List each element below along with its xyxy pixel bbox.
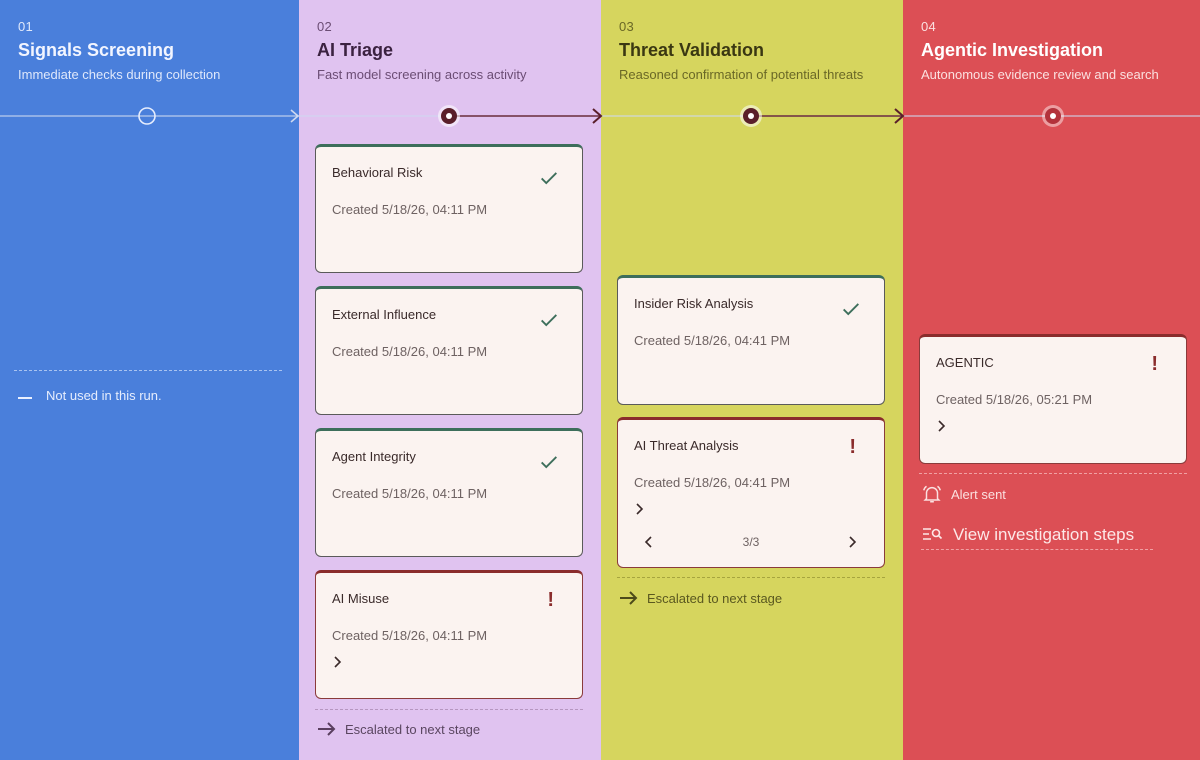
escalated-label: Escalated to next stage <box>345 721 481 737</box>
not-used-note: Not used in this run. <box>46 388 162 403</box>
check-icon <box>541 172 557 185</box>
result-card-insider-risk[interactable]: Insider Risk Analysis Created 5/18/26, 0… <box>617 275 885 405</box>
stage-subtitle: Immediate checks during collection <box>18 67 221 82</box>
view-investigation-steps-button[interactable]: View investigation steps <box>921 520 1153 550</box>
card-created: Created 5/18/26, 04:11 PM <box>332 344 488 359</box>
divider <box>617 577 885 578</box>
chevron-right-icon[interactable] <box>936 419 948 433</box>
card-title: Insider Risk Analysis <box>634 296 754 311</box>
result-card-external-influence[interactable]: External Influence Created 5/18/26, 04:1… <box>315 286 583 415</box>
chevron-right-icon[interactable] <box>332 655 344 669</box>
card-title: AGENTIC <box>936 355 994 370</box>
card-created: Created 5/18/26, 04:11 PM <box>332 628 488 643</box>
escalated-indicator: Escalated to next stage <box>317 720 480 738</box>
stage-subtitle: Fast model screening across activity <box>317 67 527 82</box>
card-title: AI Threat Analysis <box>634 438 739 453</box>
check-icon <box>541 456 557 469</box>
divider <box>14 370 282 371</box>
stage-agentic-investigation: 04 Agentic Investigation Autonomous evid… <box>903 0 1200 760</box>
view-steps-label: View investigation steps <box>953 524 1135 544</box>
card-created: Created 5/18/26, 05:21 PM <box>936 392 1093 407</box>
dash-icon <box>18 397 32 399</box>
card-title: Behavioral Risk <box>332 165 423 180</box>
check-icon <box>541 314 557 327</box>
alert-sent-label: Alert sent <box>951 486 1006 502</box>
card-pager: 3/3 <box>634 530 868 554</box>
divider <box>315 709 583 710</box>
result-card-agent-integrity[interactable]: Agent Integrity Created 5/18/26, 04:11 P… <box>315 428 583 557</box>
stage-title: Signals Screening <box>18 40 175 60</box>
bell-icon <box>923 485 941 503</box>
stage-subtitle: Autonomous evidence review and search <box>921 67 1159 82</box>
card-title: Agent Integrity <box>332 449 416 464</box>
stage-number: 04 <box>921 19 937 34</box>
chevron-right-icon[interactable] <box>846 535 860 549</box>
card-created: Created 5/18/26, 04:41 PM <box>634 333 791 348</box>
stage-ai-triage: 02 AI Triage Fast model screening across… <box>299 0 601 760</box>
stage-threat-validation: 03 Threat Validation Reasoned confirmati… <box>601 0 903 760</box>
list-search-icon <box>923 527 943 540</box>
card-created: Created 5/18/26, 04:11 PM <box>332 202 488 217</box>
chevron-left-icon[interactable] <box>642 535 656 549</box>
stage-title: Threat Validation <box>619 40 765 60</box>
stage-number: 03 <box>619 19 635 34</box>
card-title: External Influence <box>332 307 437 322</box>
card-created: Created 5/18/26, 04:11 PM <box>332 486 488 501</box>
escalated-label: Escalated to next stage <box>647 590 783 606</box>
arrow-right-icon <box>318 722 336 736</box>
pager-label: 3/3 <box>742 535 760 549</box>
exclamation-icon: ! <box>1151 353 1158 375</box>
chevron-right-icon[interactable] <box>634 502 646 516</box>
stage-title: AI Triage <box>317 40 394 60</box>
stage-title: Agentic Investigation <box>921 40 1104 60</box>
arrow-right-icon <box>620 591 638 605</box>
stage-number: 01 <box>18 19 34 34</box>
result-card-agentic[interactable]: AGENTIC ! Created 5/18/26, 05:21 PM <box>919 334 1187 464</box>
alert-sent-indicator: Alert sent <box>921 483 1006 505</box>
stage-subtitle: Reasoned confirmation of potential threa… <box>619 67 864 82</box>
divider <box>919 473 1187 474</box>
result-card-ai-misuse[interactable]: AI Misuse ! Created 5/18/26, 04:11 PM <box>315 570 583 699</box>
card-title: AI Misuse <box>332 591 390 606</box>
exclamation-icon: ! <box>547 589 554 611</box>
stage-number: 02 <box>317 19 333 34</box>
check-icon <box>843 303 859 316</box>
result-card-behavioral-risk[interactable]: Behavioral Risk Created 5/18/26, 04:11 P… <box>315 144 583 273</box>
escalated-indicator: Escalated to next stage <box>619 589 782 607</box>
stage-signals-screening: 01 Signals Screening Immediate checks du… <box>0 0 299 760</box>
result-card-ai-threat[interactable]: AI Threat Analysis ! Created 5/18/26, 04… <box>617 417 885 568</box>
exclamation-icon: ! <box>849 436 856 458</box>
card-created: Created 5/18/26, 04:41 PM <box>634 475 791 490</box>
